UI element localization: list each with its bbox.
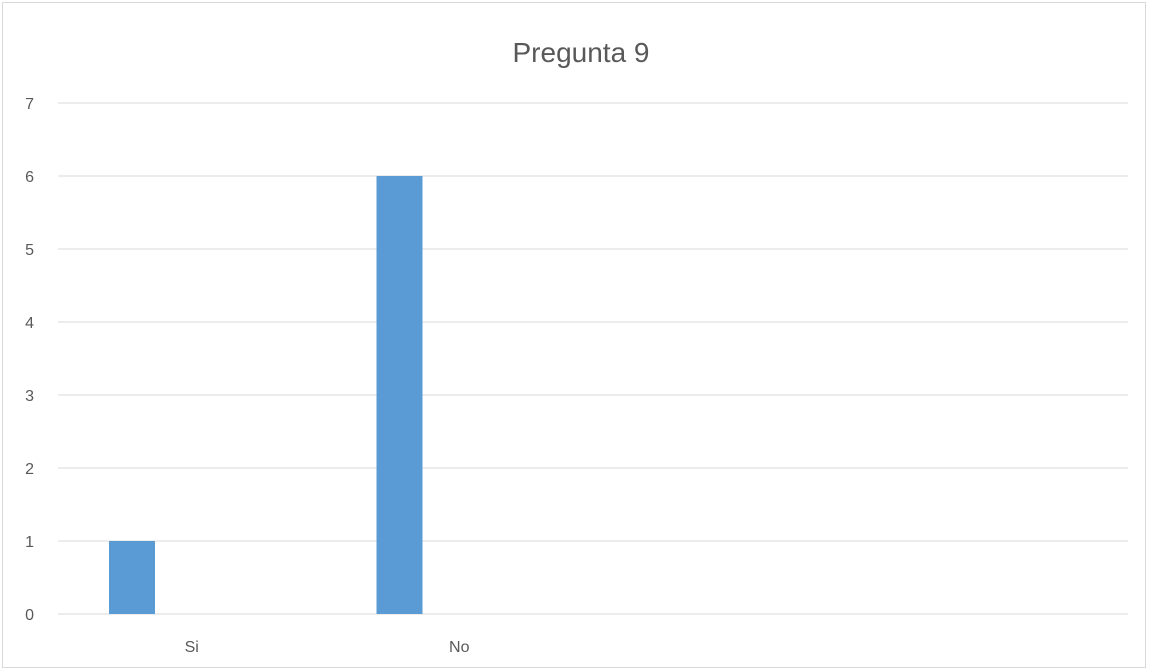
y-tick-label: 2: [25, 461, 34, 478]
gridlines: [58, 102, 1128, 615]
y-axis-ticks: 0 1 2 3 4 5 6 7: [25, 96, 34, 624]
chart-title: Pregunta 9: [513, 37, 650, 68]
y-tick-label: 7: [25, 96, 34, 113]
y-tick-label: 3: [25, 388, 34, 405]
bar-no: [376, 176, 423, 614]
bar-si: [109, 541, 155, 614]
y-tick-label: 0: [25, 607, 34, 624]
y-tick-label: 5: [25, 242, 34, 259]
bars: [109, 176, 423, 614]
y-tick-label: 4: [25, 315, 34, 332]
x-tick-label: No: [449, 639, 470, 656]
y-tick-label: 1: [25, 534, 34, 551]
x-axis-ticks: Si No: [185, 639, 470, 656]
x-tick-label: Si: [185, 639, 199, 656]
y-tick-label: 6: [25, 169, 34, 186]
